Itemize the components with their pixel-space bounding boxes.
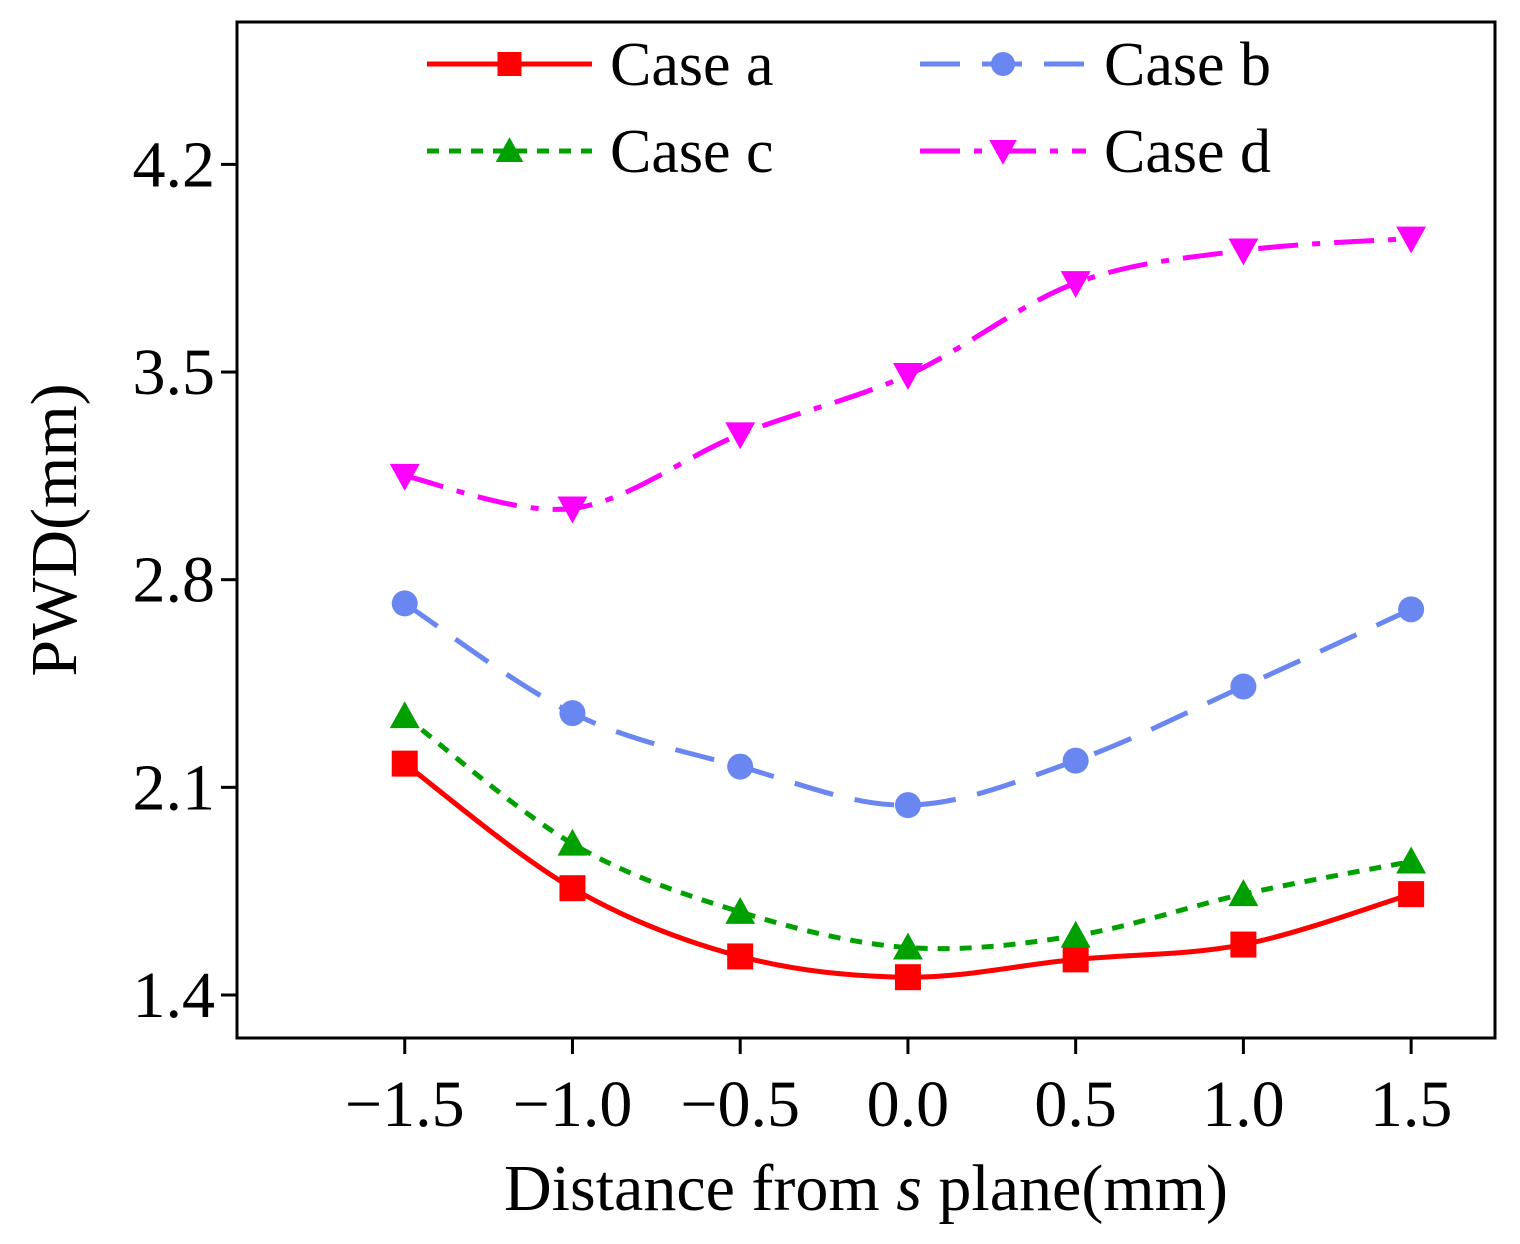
series-layer — [389, 226, 1427, 991]
data-point-marker — [725, 896, 756, 924]
x-tick-label: 1.0 — [1202, 1068, 1285, 1141]
data-point-marker — [894, 964, 921, 991]
legend-label: Case a — [610, 31, 774, 99]
x-tick-label: −1.5 — [345, 1068, 465, 1141]
y-tick-label: 2.8 — [133, 544, 216, 617]
data-point-marker — [1230, 673, 1257, 700]
data-point-marker — [391, 750, 418, 777]
series-case-a — [391, 750, 1425, 991]
y-tick-label: 2.1 — [133, 751, 216, 824]
data-point-marker — [559, 700, 586, 727]
data-point-marker — [892, 363, 923, 390]
data-point-marker — [727, 753, 754, 780]
series-line — [403, 601, 1413, 808]
data-point-marker — [725, 422, 756, 450]
data-point-marker — [1060, 271, 1091, 298]
legend-marker — [497, 52, 522, 76]
x-tick-label: −1.0 — [513, 1068, 633, 1141]
data-point-marker — [727, 943, 754, 970]
x-tick-label: 0.5 — [1034, 1068, 1117, 1141]
x-tick-label: −0.5 — [680, 1068, 800, 1141]
legend-entry: Case d — [920, 118, 1271, 186]
plot-frame — [235, 20, 1497, 1040]
series-case-b — [391, 590, 1425, 819]
data-point-marker — [1228, 238, 1259, 266]
data-point-marker — [1396, 846, 1427, 874]
data-point-marker — [1062, 946, 1089, 973]
series-line — [403, 714, 1412, 952]
data-point-marker — [1228, 879, 1259, 907]
data-point-marker — [391, 590, 418, 617]
data-point-marker — [1398, 596, 1425, 623]
data-point-marker — [389, 463, 420, 491]
y-tick-label: 1.4 — [133, 959, 216, 1032]
legend-entry: Case b — [920, 31, 1271, 99]
ticks-layer: −1.5 −1.0 −0.5 0.0 0.5 1.0 1.5 1.4 2.1 2.8 3.5 4.2 — [133, 128, 1453, 1141]
data-point-marker — [892, 932, 923, 960]
legend-marker — [991, 52, 1015, 76]
data-point-marker — [1230, 931, 1257, 958]
data-point-marker — [389, 701, 420, 729]
legend-label: Case b — [1104, 31, 1271, 99]
x-tick-label: 0.0 — [867, 1068, 950, 1141]
legend-marker — [989, 139, 1017, 165]
data-point-marker — [557, 828, 588, 856]
series-case-d — [389, 226, 1427, 524]
data-point-marker — [1396, 226, 1427, 254]
data-point-marker — [1060, 920, 1091, 948]
legend-marker — [495, 137, 524, 163]
legend-entry: Case c — [427, 118, 774, 186]
data-point-marker — [1062, 747, 1089, 774]
legend-label: Case d — [1104, 118, 1271, 186]
y-tick-label: 4.2 — [133, 128, 216, 201]
legend-label: Case c — [610, 118, 774, 186]
x-axis-title: Distance from s plane(mm) — [504, 1152, 1228, 1225]
y-axis-title: PWD(mm) — [18, 383, 91, 676]
x-tick-label: 1.5 — [1370, 1068, 1453, 1141]
legend: Case a Case b Case c Case d — [427, 31, 1271, 186]
series-case-c — [389, 701, 1427, 960]
data-point-marker — [559, 875, 586, 902]
legend-entry: Case a — [427, 31, 774, 99]
data-point-marker — [894, 792, 921, 819]
y-tick-label: 3.5 — [133, 336, 216, 409]
data-point-marker — [557, 496, 588, 524]
data-point-marker — [1398, 881, 1425, 908]
